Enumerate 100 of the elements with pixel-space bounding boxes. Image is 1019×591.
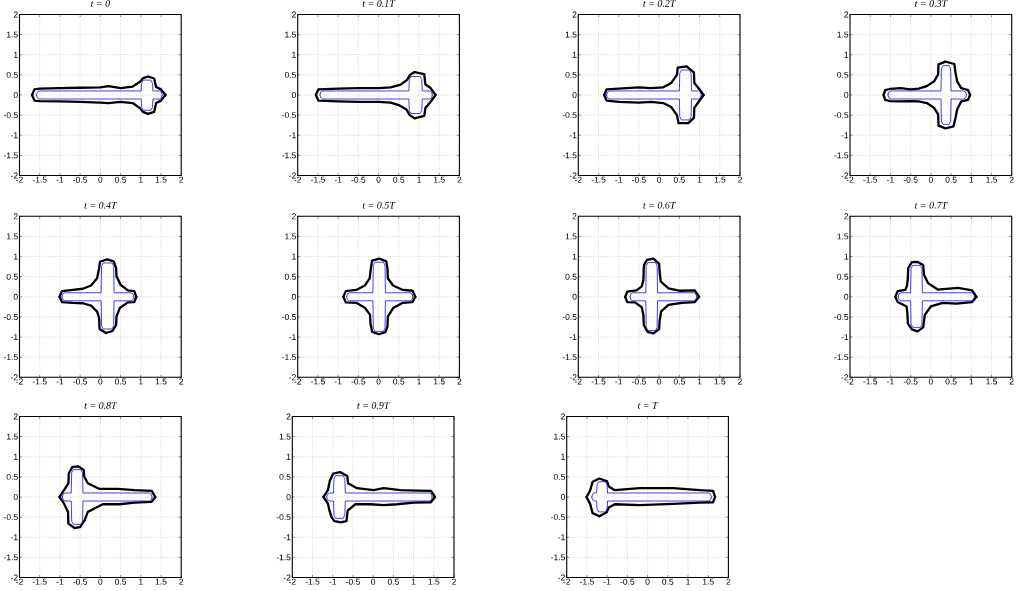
y-tick-label: -1: [10, 534, 18, 541]
y-tick-label: -1.5: [834, 152, 849, 159]
y-tick-label: 0: [844, 92, 849, 98]
x-tick-label: -1: [615, 176, 623, 183]
y-tick-label: -0.5: [834, 313, 849, 320]
x-tick-label: 0: [645, 578, 650, 585]
y-tick-label: -0.5: [551, 514, 565, 521]
y-tick-label: 0: [286, 494, 291, 500]
y-tick-label: 0.5: [6, 473, 18, 480]
y-tick-label: -0.5: [562, 112, 577, 119]
y-tick-label: 2: [844, 213, 849, 220]
chart-title: t = 0.5T: [362, 201, 396, 209]
x-tick-label: 0.5: [115, 176, 127, 183]
x-tick-label: 1.5: [155, 578, 167, 585]
x-tick-label: 2: [738, 176, 742, 183]
y-tick-label: 2: [13, 11, 18, 18]
x-tick-label: 1: [686, 578, 690, 585]
chart-title: t = 0.3T: [915, 0, 948, 7]
y-tick-label: -1: [283, 534, 291, 541]
x-tick-label: 0.5: [945, 378, 957, 385]
y-tick-label: -1.5: [3, 354, 18, 361]
x-tick-label: 0: [657, 176, 662, 183]
x-tick-label: 2: [179, 176, 184, 183]
x-tick-label: 1.5: [702, 578, 714, 585]
y-tick-label: -1.5: [834, 354, 849, 361]
y-tick-label: 0.5: [837, 273, 849, 280]
x-tick-label: -0.5: [620, 578, 635, 585]
y-tick-label: -1.5: [282, 354, 296, 361]
y-tick-label: 2: [292, 213, 296, 220]
x-tick-label: 2: [1009, 176, 1014, 183]
chart-title: t = T: [637, 402, 659, 409]
chart-title: t = 0.6T: [643, 201, 676, 209]
x-tick-label: 0.5: [662, 578, 674, 585]
y-tick-label: 1: [844, 253, 849, 260]
x-tick-label: -1.5: [863, 176, 878, 183]
y-tick-label: 1: [844, 51, 849, 58]
x-tick-label: 2: [452, 578, 456, 585]
chart-title: t = 0.1T: [362, 0, 396, 7]
y-tick-label: -1.5: [562, 354, 577, 361]
y-tick-label: 1.5: [6, 31, 18, 38]
x-tick-label: -1: [887, 176, 894, 183]
x-tick-label: 0: [928, 378, 933, 385]
x-tick-label: -0.5: [73, 176, 88, 183]
y-tick-label: -1.5: [276, 554, 291, 561]
x-tick-label: 0.5: [387, 578, 399, 585]
y-tick-label: 1.5: [565, 31, 577, 38]
x-tick-label: 2: [179, 578, 184, 585]
x-tick-label: 1.5: [433, 176, 445, 183]
y-tick-label: -1.5: [551, 554, 565, 561]
y-tick-label: 2: [286, 413, 291, 420]
y-tick-label: 0: [572, 92, 577, 98]
y-tick-label: 1: [292, 51, 296, 58]
x-tick-label: 1.5: [714, 176, 726, 183]
x-tick-label: 0: [376, 176, 381, 183]
x-tick-label: 1.5: [155, 378, 167, 385]
y-tick-label: 0: [291, 293, 296, 300]
y-tick-label: 0.5: [279, 473, 291, 480]
x-tick-label: 0: [371, 578, 376, 585]
y-tick-label: 2: [13, 413, 18, 420]
y-tick-label: 1.5: [285, 31, 296, 38]
x-tick-label: -1.5: [310, 176, 325, 183]
chart-title: t = 0.9T: [357, 402, 390, 409]
y-tick-label: 1: [14, 453, 18, 460]
x-tick-label: -0.5: [351, 378, 366, 385]
y-tick-label: -1: [289, 334, 296, 340]
x-tick-label: 1: [697, 176, 702, 183]
chart-title: t = 0.4T: [84, 201, 118, 209]
x-tick-label: -1: [887, 378, 894, 385]
y-tick-label: 0: [13, 92, 18, 98]
y-tick-label: 0.5: [284, 273, 296, 280]
y-tick-label: -0.5: [3, 313, 18, 320]
y-tick-label: 1: [14, 253, 18, 260]
x-tick-label: 1.5: [714, 378, 726, 385]
y-tick-label: 1.5: [554, 433, 565, 440]
y-tick-label: 1: [292, 253, 296, 260]
x-tick-label: 0: [98, 578, 103, 585]
y-tick-label: -1: [569, 334, 577, 340]
x-tick-label: 1: [139, 176, 143, 183]
y-tick-label: 0: [291, 92, 296, 98]
x-tick-label: 1: [969, 176, 974, 183]
y-tick-label: 2: [572, 213, 577, 220]
x-tick-label: -1: [56, 378, 64, 385]
y-tick-label: 1.5: [837, 233, 849, 240]
x-tick-label: -1: [603, 578, 611, 585]
chart-title: t = 0.2T: [643, 0, 676, 7]
y-tick-label: 0.5: [6, 273, 18, 280]
y-tick-label: -1: [841, 132, 849, 139]
y-tick-label: 0: [572, 293, 577, 300]
x-tick-label: -1: [329, 578, 337, 585]
y-tick-label: 1.5: [565, 233, 577, 240]
x-tick-label: 1.5: [986, 378, 998, 385]
y-tick-label: -0.5: [3, 112, 18, 119]
x-tick-label: 1: [697, 378, 702, 385]
x-tick-label: 1: [969, 378, 974, 385]
x-tick-label: -0.5: [903, 378, 918, 385]
x-tick-label: -0.5: [73, 378, 88, 385]
y-tick-label: 2: [572, 11, 577, 18]
x-tick-label: -1: [56, 176, 64, 183]
y-tick-label: -1: [10, 334, 18, 340]
y-tick-label: 0: [13, 293, 18, 300]
